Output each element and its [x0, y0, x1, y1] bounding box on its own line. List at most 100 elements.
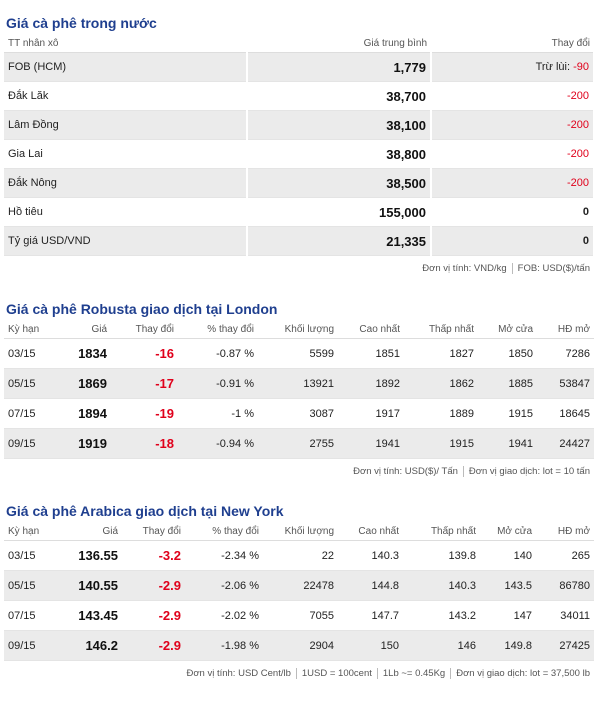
section-title: Giá cà phê trong nước: [6, 15, 157, 31]
table-row: 05/15 140.55 -2.9 -2.06 % 22478 144.8 140.3 143…: [4, 570, 594, 601]
table-cell: 38,100: [247, 110, 432, 140]
change-value: -200: [566, 90, 589, 102]
table-row: Hồ tiêu 155,000 0: [4, 197, 595, 227]
table-row: Tỷ giá USD/VND 21,335 0: [4, 226, 595, 256]
table-cell: 21,335: [247, 226, 432, 256]
table-cell: -0.91 %: [178, 368, 258, 399]
column-header: Giá: [66, 320, 111, 339]
column-header: TT nhân xô: [4, 34, 247, 53]
column-header: Thay đổi: [111, 320, 178, 339]
header-row: Kỳ hạn Giá Thay đổi% thay đổi Khối lượng Cao…: [4, 320, 594, 339]
table-cell: 05/15: [4, 570, 66, 601]
unit-note: Đơn vị tính: VND/kg FOB: USD($)/tấn: [4, 256, 594, 282]
table-cell: -17: [111, 368, 178, 399]
change-cell: 0: [431, 226, 595, 256]
table-cell: Lâm Đồng: [4, 110, 248, 140]
table-cell: 265: [536, 540, 594, 571]
table-cell: 1834: [66, 338, 111, 369]
table-cell: 143.45: [66, 600, 122, 631]
column-header: Thay đổi: [122, 522, 185, 541]
table-cell: Đắk Nông: [4, 168, 248, 198]
table-cell: -1 %: [178, 398, 258, 429]
table-cell: 143.5: [480, 570, 536, 601]
table-cell: 1915: [478, 398, 537, 429]
note-part: Đơn vị tính: VND/kg: [422, 263, 507, 274]
table-row: Đắk Lăk 38,700 -200: [4, 81, 595, 111]
table-cell: 09/15: [4, 630, 66, 661]
column-header: HĐ mở: [537, 320, 594, 339]
table-cell: 09/15: [4, 428, 66, 459]
table-cell: 07/15: [4, 600, 66, 631]
table-row: FOB (HCM) 1,779 Trừ lùi: -90: [4, 52, 595, 82]
table-row: 09/15 1919 -18 -0.94 % 2755 1941 1915 1941 24427: [4, 428, 594, 459]
section-title: Giá cà phê Arabica giao dịch tại New Yor…: [6, 503, 284, 519]
table-cell: 1892: [338, 368, 404, 399]
table-cell: 1941: [338, 428, 404, 459]
table-cell: -2.06 %: [185, 570, 263, 601]
column-header: Giá trung bình: [247, 34, 431, 53]
column-header: Thấp nhất: [404, 320, 478, 339]
column-header: Giá: [66, 522, 122, 541]
table-cell: 13921: [258, 368, 338, 399]
table-cell: -2.9: [122, 600, 185, 631]
column-header: Thấp nhất: [403, 522, 480, 541]
header-row: Kỳ hạn Giá Thay đổi% thay đổi Khối lượng Cao…: [4, 522, 594, 541]
column-header: Khối lượng: [263, 522, 338, 541]
table-cell: 7286: [537, 338, 594, 369]
table-cell: 38,700: [247, 81, 432, 111]
table-row: Gia Lai 38,800 -200: [4, 139, 595, 169]
table-cell: 18645: [537, 398, 594, 429]
table-cell: -2.02 %: [185, 600, 263, 631]
table-cell: 03/15: [4, 338, 66, 369]
table-cell: 143.2: [403, 600, 480, 631]
table-cell: 1889: [404, 398, 478, 429]
table-cell: 22: [263, 540, 338, 571]
table-row: 07/15 1894 -19 -1 % 3087 1917 1889 1915 18645: [4, 398, 594, 429]
table-cell: 2755: [258, 428, 338, 459]
table-cell: -16: [111, 338, 178, 369]
table-cell: 03/15: [4, 540, 66, 571]
table-cell: 1850: [478, 338, 537, 369]
table-cell: 05/15: [4, 368, 66, 399]
table-cell: 38,800: [247, 139, 432, 169]
table-cell: 1851: [338, 338, 404, 369]
table-cell: 1885: [478, 368, 537, 399]
table-cell: -3.2: [122, 540, 185, 571]
table-cell: Tỷ giá USD/VND: [4, 226, 248, 256]
table-row: Lâm Đồng 38,100 -200: [4, 110, 595, 140]
column-header: Cao nhất: [338, 320, 404, 339]
column-header: Thay đổi: [431, 34, 594, 53]
table-cell: -18: [111, 428, 178, 459]
table-cell: -1.98 %: [185, 630, 263, 661]
change-value: -200: [566, 148, 589, 160]
change-value: -200: [566, 177, 589, 189]
table-cell: 140.55: [66, 570, 122, 601]
table-row: 03/15 136.55 -3.2 -2.34 % 22 140.3 139.8 140 265: [4, 540, 594, 571]
table-cell: 146.2: [66, 630, 122, 661]
table-cell: 27425: [536, 630, 594, 661]
column-header: HĐ mở: [536, 522, 594, 541]
table-cell: -0.87 %: [178, 338, 258, 369]
column-header: Kỳ hạn: [4, 522, 66, 541]
note-part: FOB: USD($)/tấn: [511, 263, 590, 274]
table-cell: 149.8: [480, 630, 536, 661]
table-cell: Gia Lai: [4, 139, 248, 169]
note-part: 1Lb ~= 0.45Kg: [376, 668, 446, 679]
table-cell: -19: [111, 398, 178, 429]
change-value: -90: [573, 61, 589, 73]
domestic-section: Giá cà phê trong nước TT nhân xô Giá trung…: [4, 12, 595, 282]
table-cell: 146: [403, 630, 480, 661]
column-header: Cao nhất: [338, 522, 403, 541]
table-cell: 1827: [404, 338, 478, 369]
change-cell: -200: [431, 139, 595, 169]
column-header: Kỳ hạn: [4, 320, 66, 339]
change-cell: -200: [431, 168, 595, 198]
table-cell: 1862: [404, 368, 478, 399]
note-part: Đơn vị tính: USD($)/ Tấn: [353, 466, 458, 477]
price-table: TT nhân xô Giá trung bình Thay đổi FOB (HCM…: [4, 34, 595, 256]
table-cell: -2.9: [122, 630, 185, 661]
change-cell: -200: [431, 81, 595, 111]
table-cell: 7055: [263, 600, 338, 631]
table-cell: 34011: [536, 600, 594, 631]
